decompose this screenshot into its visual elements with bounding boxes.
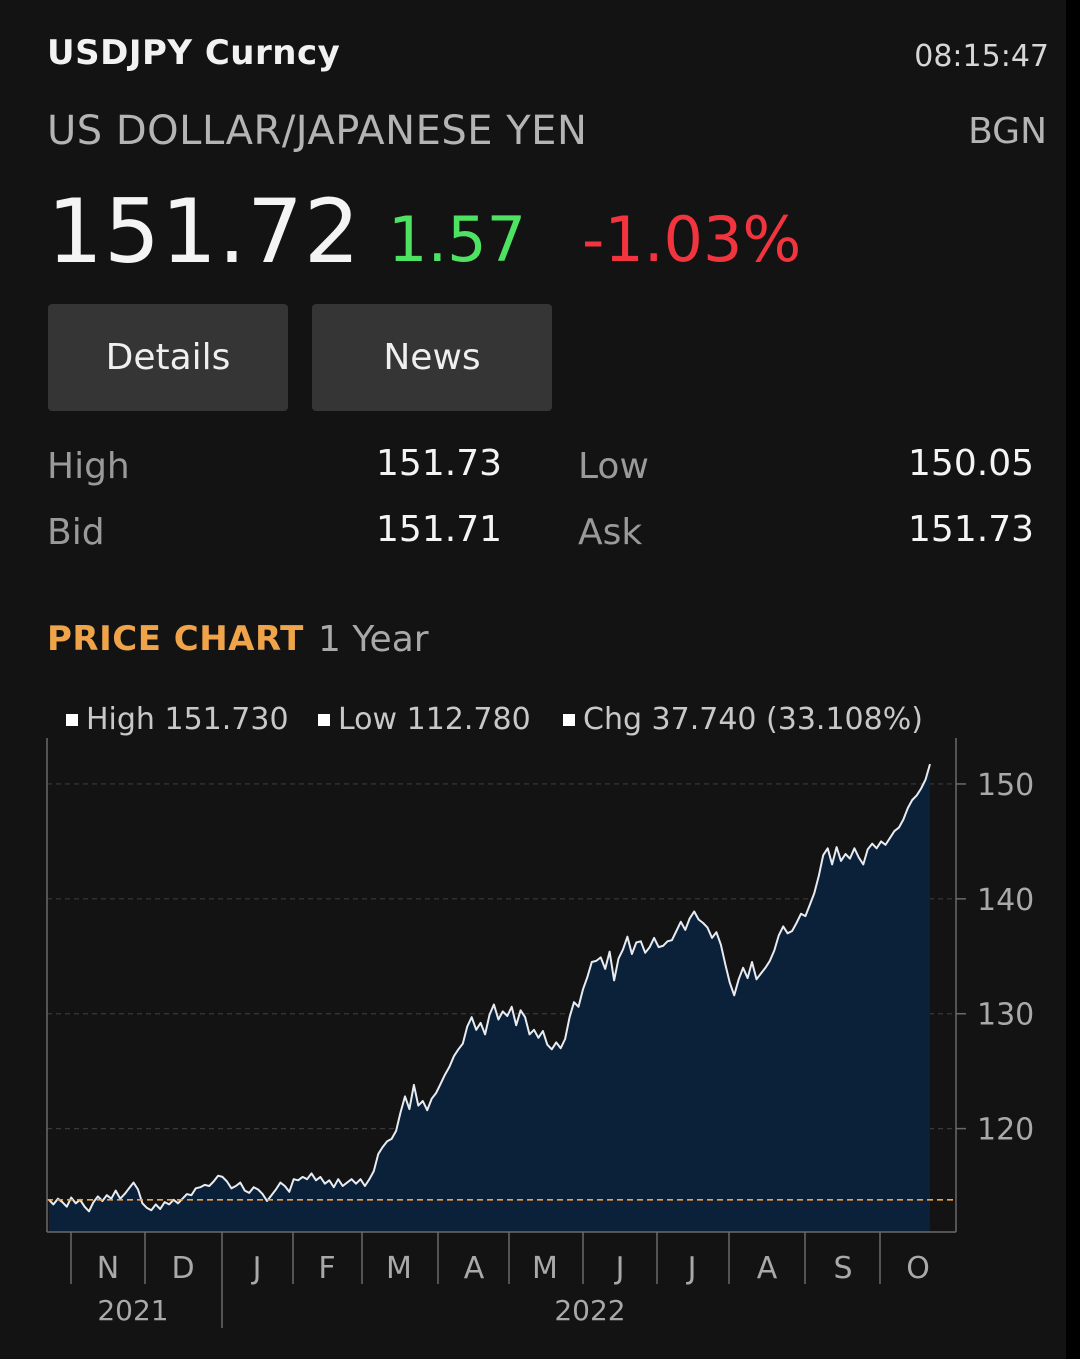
security-name: US DOLLAR/JAPANESE YEN	[47, 108, 588, 154]
month-label: J	[251, 1251, 262, 1286]
low-value: 150.05	[908, 443, 1034, 484]
screen-edge	[1066, 0, 1080, 1359]
month-label: F	[318, 1251, 335, 1286]
bid-label: Bid	[47, 512, 105, 553]
price-area	[49, 764, 930, 1232]
ask-value: 151.73	[908, 509, 1034, 550]
month-label: N	[97, 1251, 119, 1286]
news-button[interactable]: News	[312, 304, 552, 411]
legend-low: Low 112.780	[318, 702, 531, 737]
legend-marker	[563, 713, 575, 726]
legend-marker	[66, 713, 78, 726]
month-label: J	[614, 1251, 625, 1286]
percent-change: -1.03%	[582, 203, 802, 276]
month-label: D	[171, 1251, 194, 1286]
pricing-source: BGN	[968, 111, 1047, 152]
month-label: S	[833, 1251, 852, 1286]
price-chart-title: PRICE CHART	[47, 619, 304, 659]
last-price: 151.72	[47, 180, 361, 283]
chart-period-selector[interactable]: 1 Year	[318, 619, 429, 660]
high-label: High	[47, 446, 130, 487]
last-update-time: 08:15:47	[914, 39, 1049, 74]
year-label: 2022	[554, 1294, 625, 1327]
month-label: M	[532, 1251, 558, 1286]
month-label: M	[386, 1251, 412, 1286]
legend-change-text: Chg 37.740 (33.108%)	[583, 702, 923, 737]
details-button[interactable]: Details	[48, 304, 288, 411]
high-value: 151.73	[376, 443, 502, 484]
month-label: J	[686, 1251, 697, 1286]
price-line	[48, 763, 931, 1213]
year-label: 2021	[97, 1294, 168, 1327]
legend-marker	[318, 713, 330, 726]
low-label: Low	[578, 446, 649, 487]
y-tick-label: 140	[977, 883, 1034, 918]
net-change: 1.57	[388, 203, 527, 276]
month-label: O	[906, 1251, 930, 1286]
legend-high: High 151.730	[66, 702, 289, 737]
legend-high-text: High 151.730	[86, 702, 289, 737]
legend-low-text: Low 112.780	[338, 702, 531, 737]
y-tick-label: 130	[977, 998, 1034, 1033]
y-tick-label: 150	[977, 768, 1034, 803]
month-label: A	[464, 1251, 485, 1286]
bid-value: 151.71	[376, 509, 502, 550]
legend-change: Chg 37.740 (33.108%)	[563, 702, 923, 737]
y-tick-label: 120	[977, 1113, 1034, 1148]
ask-label: Ask	[578, 512, 643, 553]
month-label: A	[757, 1251, 778, 1286]
ticker-symbol: USDJPY Curncy	[47, 33, 341, 73]
